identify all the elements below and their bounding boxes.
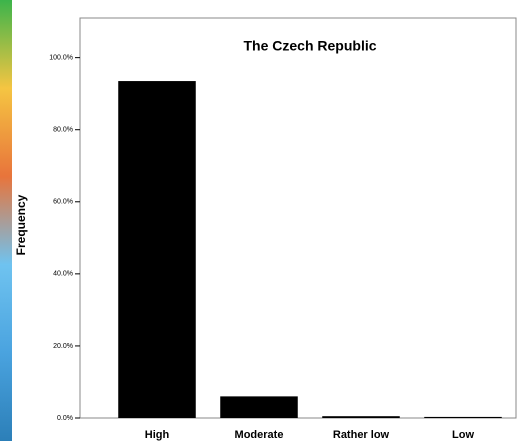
y-tick-label: 0.0%: [57, 415, 73, 422]
y-tick-label: 60.0%: [53, 199, 73, 206]
background-strip: [0, 0, 12, 441]
bar: [220, 396, 298, 418]
y-axis-label: Frequency: [14, 194, 28, 255]
y-tick-label: 80.0%: [53, 127, 73, 134]
y-tick-label: 40.0%: [53, 271, 73, 278]
x-tick-label: High: [145, 429, 170, 441]
plot-frame: [79, 17, 517, 419]
chart-title: The Czech Republic: [243, 38, 376, 54]
x-tick-label: Low: [452, 429, 474, 441]
bar: [322, 416, 400, 418]
y-tick-label: 100.0%: [49, 54, 73, 61]
y-tick-label: 20.0%: [53, 343, 73, 350]
x-tick-label: Rather low: [333, 429, 390, 441]
x-tick-label: Moderate: [235, 429, 284, 441]
bar: [118, 81, 196, 419]
bar: [424, 416, 502, 418]
